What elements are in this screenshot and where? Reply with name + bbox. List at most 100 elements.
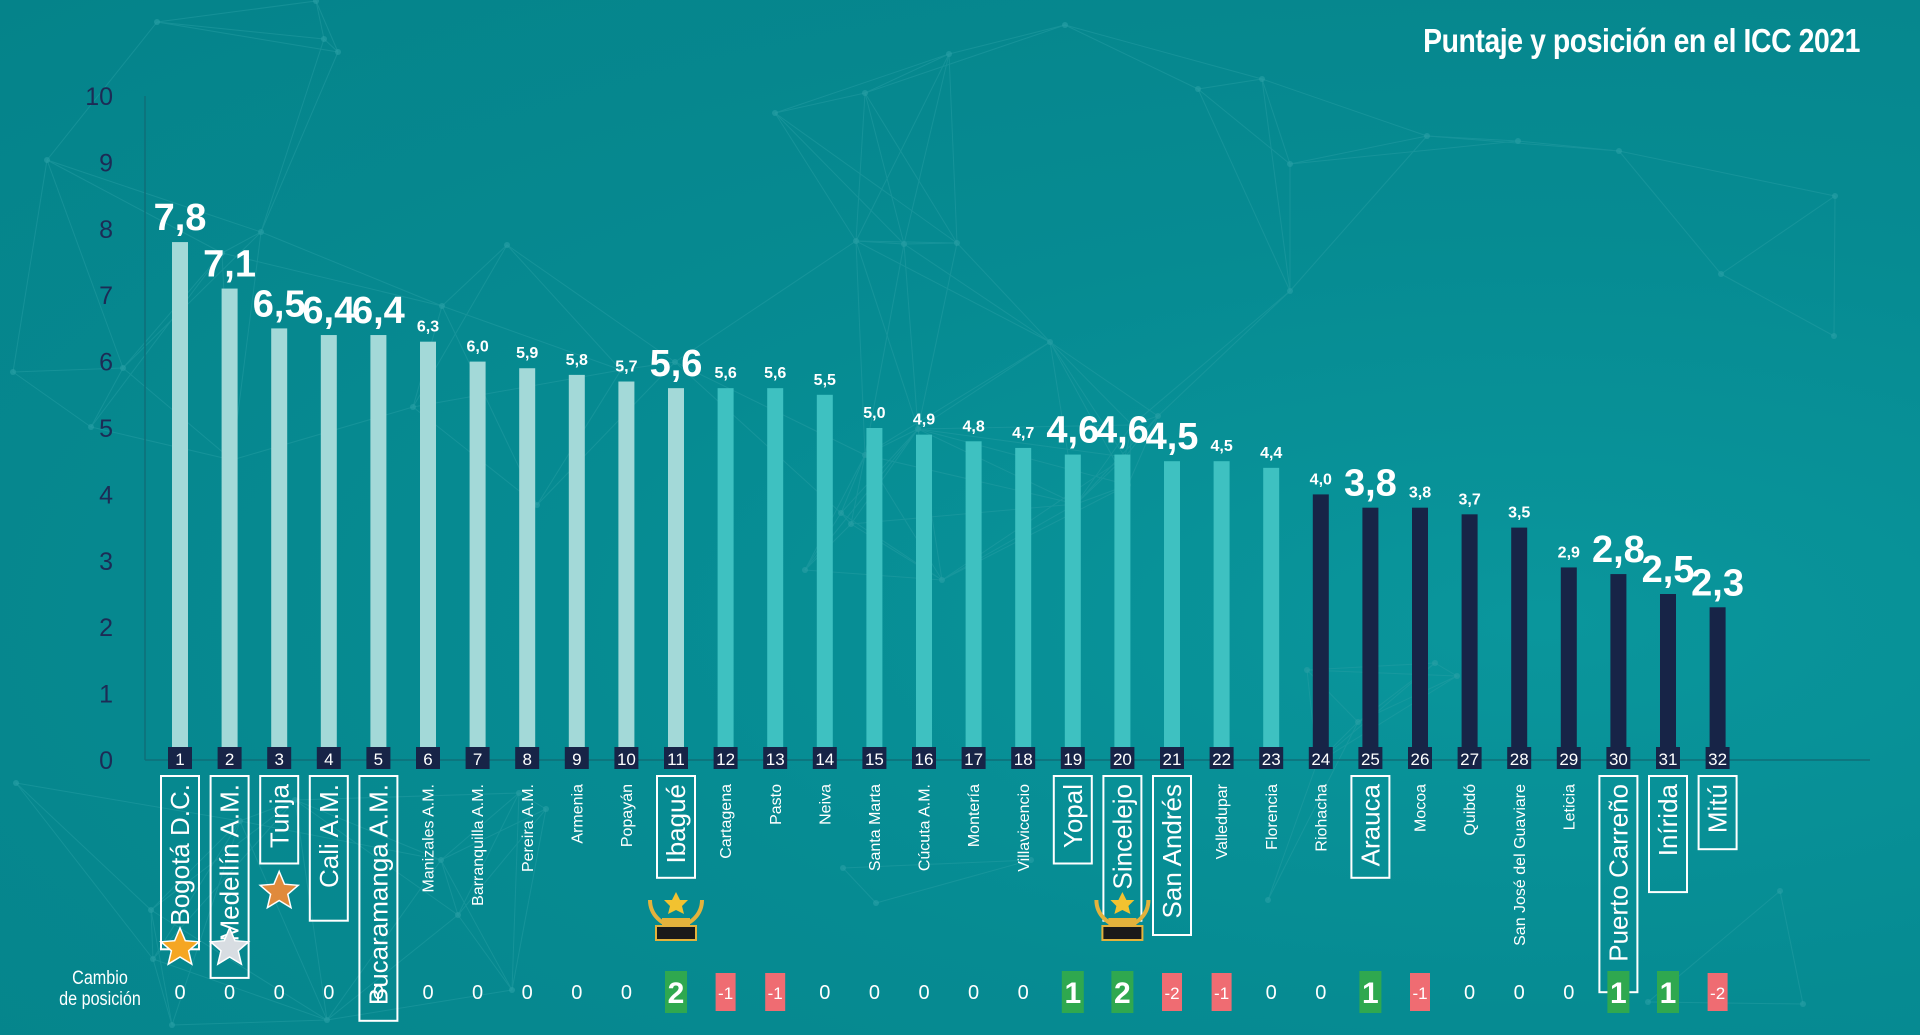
value-label: 7,8 <box>154 197 207 239</box>
value-label: 4,5 <box>1210 438 1232 455</box>
bar-5 <box>370 335 387 760</box>
position-change-value: 0 <box>1266 982 1277 1004</box>
position-change-value: 1 <box>1610 977 1627 1010</box>
value-label: 5,6 <box>650 343 703 385</box>
bar-11 <box>668 388 684 760</box>
position-change-value: 0 <box>918 982 929 1004</box>
position-label: 20 <box>1113 750 1132 769</box>
value-label: 7,1 <box>203 244 256 286</box>
position-box <box>1160 747 1184 769</box>
trophy-icon <box>648 892 704 941</box>
bar-14 <box>816 394 833 760</box>
position-down-badge <box>765 973 786 1011</box>
bar-4 <box>320 335 337 760</box>
position-box <box>564 747 589 769</box>
position-label: 32 <box>1708 750 1727 769</box>
position-change-value: 0 <box>571 982 582 1004</box>
category-label: Valledupar <box>1214 783 1231 859</box>
position-label: 24 <box>1311 750 1330 769</box>
y-tick-label: 7 <box>99 282 113 310</box>
value-label: 6,5 <box>253 283 306 325</box>
position-change-value: 0 <box>274 982 285 1004</box>
category-label: Mocoa <box>1413 784 1430 832</box>
position-box <box>1507 747 1532 769</box>
category-label: Florencia <box>1264 784 1281 850</box>
position-box <box>812 747 837 769</box>
category-label: Sincelejo <box>1108 784 1138 890</box>
y-tick-label: 10 <box>85 83 113 111</box>
bar-20 <box>1114 454 1131 760</box>
bar-22 <box>1213 461 1230 760</box>
position-box <box>465 747 490 769</box>
position-change-value: -1 <box>1412 984 1427 1003</box>
position-change-value: 2 <box>668 977 685 1010</box>
value-label: 6,0 <box>466 339 488 356</box>
position-change-label-line1: Cambio <box>72 968 128 989</box>
position-label: 16 <box>915 750 934 769</box>
value-label: 6,3 <box>417 319 439 336</box>
position-box <box>1209 747 1234 769</box>
position-change-value: 0 <box>968 982 979 1004</box>
position-change-value: -1 <box>768 984 783 1003</box>
value-label: 4,9 <box>913 412 935 429</box>
value-label: 4,6 <box>1046 410 1099 452</box>
position-change-value: 0 <box>869 982 880 1004</box>
category-label: Mitú <box>1703 784 1733 833</box>
bar-16 <box>916 434 932 760</box>
position-label: 9 <box>572 750 581 769</box>
position-box <box>912 747 936 769</box>
position-change-value: 0 <box>224 982 235 1004</box>
category-label: Santa Marta <box>867 784 884 871</box>
category-label: Yopal <box>1058 784 1088 848</box>
position-label: 31 <box>1659 750 1678 769</box>
position-up-badge <box>665 971 687 1013</box>
position-box <box>1705 747 1730 769</box>
category-label: Cali A.M. <box>314 784 344 888</box>
category-label: Bucaramanga A.M. <box>364 784 394 1005</box>
bar-31 <box>1660 594 1676 760</box>
y-tick-label: 1 <box>99 681 113 709</box>
y-tick-label: 3 <box>99 548 113 576</box>
value-label: 6,4 <box>302 290 355 332</box>
position-change-label: Cambio de posición <box>41 968 160 1010</box>
value-label: 4,6 <box>1096 410 1149 452</box>
value-label: 2,3 <box>1691 562 1744 604</box>
bar-1 <box>172 242 188 760</box>
position-change-value: 0 <box>174 982 185 1004</box>
position-label: 26 <box>1411 750 1430 769</box>
category-label: Armenia <box>569 784 586 844</box>
value-label: 4,5 <box>1146 416 1199 458</box>
position-down-badge <box>1162 973 1182 1011</box>
position-up-badge <box>1359 971 1382 1013</box>
position-change-value: 0 <box>1563 982 1574 1004</box>
category-label: Pasto <box>768 784 785 825</box>
gold-star-icon <box>159 926 201 966</box>
category-label: Cúcuta A.M. <box>917 784 934 871</box>
position-change-value: 0 <box>373 982 384 1004</box>
category-label: Manizales A.M. <box>421 784 438 892</box>
category-label: Cartagena <box>718 784 735 859</box>
position-box <box>614 747 639 769</box>
category-label: Barranquilla A.M. <box>470 784 487 906</box>
bar-30 <box>1610 574 1627 760</box>
position-change-value: 1 <box>1064 977 1081 1010</box>
position-box <box>1556 747 1581 769</box>
position-change-value: 1 <box>1362 977 1379 1010</box>
bar-6 <box>420 341 436 760</box>
position-label: 28 <box>1510 750 1529 769</box>
bar-29 <box>1560 567 1577 760</box>
category-label: Leticia <box>1561 784 1578 830</box>
category-label: Bogotá D.C. <box>165 784 195 926</box>
y-tick-label: 0 <box>99 747 113 775</box>
y-tick-label: 8 <box>99 216 113 244</box>
category-frame <box>1152 775 1192 936</box>
position-up-badge <box>1607 971 1630 1013</box>
category-frame <box>209 775 250 979</box>
position-box <box>1011 747 1036 769</box>
position-down-badge <box>1707 973 1728 1011</box>
bar-23 <box>1263 467 1280 760</box>
chart-title: Puntaje y posición en el ICC 2021 <box>1423 22 1860 59</box>
bar-13 <box>767 388 784 760</box>
y-tick-label: 6 <box>99 349 113 377</box>
value-label: 6,4 <box>352 290 405 332</box>
